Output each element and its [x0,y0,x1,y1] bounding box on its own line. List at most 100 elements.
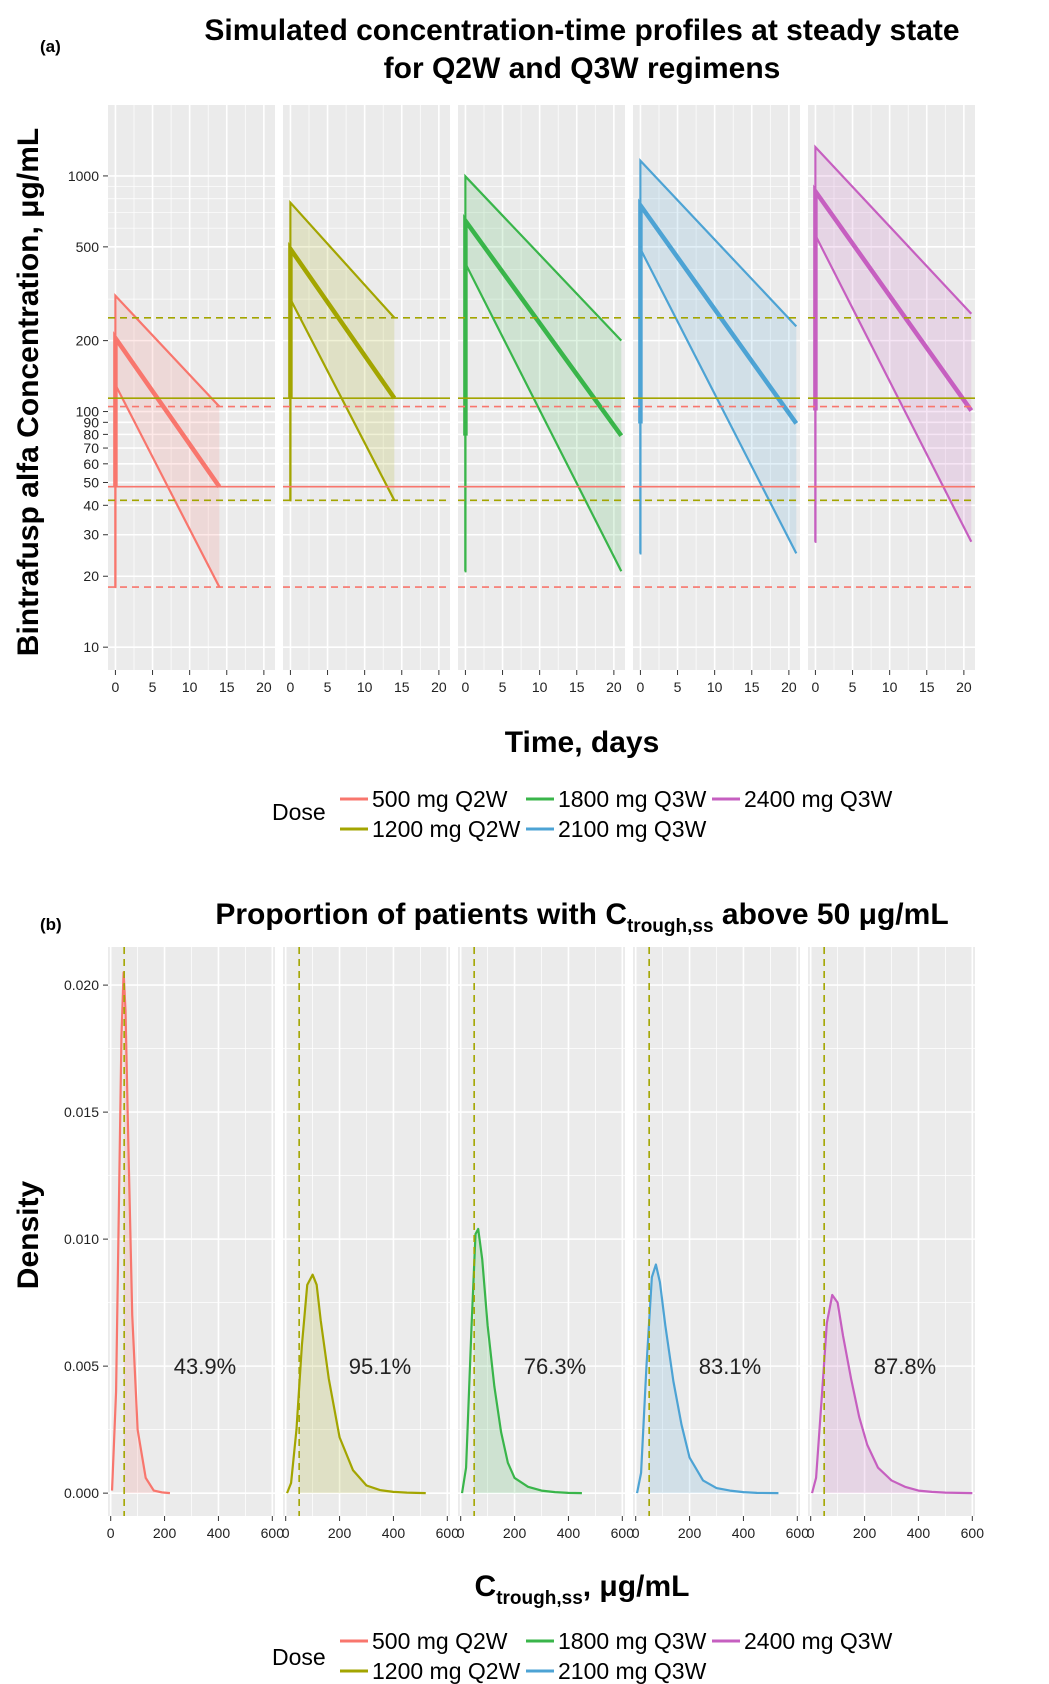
panel-b-legend-label-1800-mg-q3w: 1800 mg Q3W [558,1628,707,1654]
panel-a-x-tick-label: 10 [532,679,548,695]
panel-b-x-tick-label: 400 [907,1525,931,1541]
panel-a-legend-label-500-mg-q2w: 500 mg Q2W [372,786,508,812]
panel-b-y-tick-label: 0.020 [64,977,99,993]
panel-b-legend: Dose 500 mg Q2W 1200 mg Q2W 1800 mg Q3W 210… [272,1628,893,1684]
panel-b-x-tick-label: 600 [611,1525,635,1541]
panel-b-legend-label-2400-mg-q3w: 2400 mg Q3W [744,1628,893,1654]
panel-a-legend-label-2400-mg-q3w: 2400 mg Q3W [744,786,893,812]
panel-b-y-tick-label: 0.010 [64,1231,99,1247]
panel-b-legend-title: Dose [272,1644,326,1670]
panel-b-area-2400-mg-q3w [824,1295,973,1494]
panel-b-x-axis-title: Ctrough,ss, μg/mL [475,1570,690,1609]
panel-a-x-axis-title: Time, days [505,726,660,759]
panel-b-percent-label-2100-mg-q3w: 83.1% [699,1354,761,1379]
panel-b-x-tick-label: 400 [382,1525,406,1541]
panel-a-x-tick-label: 20 [256,679,272,695]
panel-a-median-line-500-mg-q2w [113,330,222,488]
panel-a-x-tick-label: 5 [499,679,507,695]
panel-a-x-tick-label: 5 [324,679,332,695]
panel-a-x-tick-label: 15 [919,679,935,695]
panel-b-x-tick-label: 200 [328,1525,352,1541]
panel-a-ribbon-500-mg-q2w [116,295,220,588]
panel-b-x-tick-label: 0 [282,1525,290,1541]
panel-a-x-tick-label: 10 [182,679,198,695]
panel-a-legend-label-2100-mg-q3w: 2100 mg Q3W [558,816,707,842]
panel-a-x-tick-label: 0 [637,679,645,695]
panel-a-label: (a) [40,37,61,56]
panel-a-x-tick-label: 20 [606,679,622,695]
panel-b-legend-label-1200-mg-q2w: 1200 mg Q2W [372,1658,521,1684]
panel-b-x-tick-label: 200 [153,1525,177,1541]
panel-a-y-tick-label: 40 [83,497,99,513]
panel-a-x-tick-label: 5 [149,679,157,695]
panel-a-x-tick-label: 15 [394,679,410,695]
panel-b-title-suffix: above 50 μg/mL [714,898,949,931]
panel-a-median-line-2100-mg-q3w [638,198,799,425]
panel-b-x-tick-label: 600 [436,1525,460,1541]
panel-b-x-tick-label: 200 [503,1525,527,1541]
panel-a-x-tick-label: 20 [431,679,447,695]
panel-a-y-tick-label: 1000 [68,168,99,184]
panel-b-x-tick-label: 0 [632,1525,640,1541]
panel-b-area-1800-mg-q3w [474,1228,582,1494]
panel-a-ribbon-1200-mg-q2w [291,202,395,501]
panel-b-x-tick-label: 400 [732,1525,756,1541]
panel-b-x-tick-label: 600 [261,1525,285,1541]
panel-a-y-tick-label: 50 [83,474,99,490]
panel-a-median-line-1200-mg-q2w [288,241,397,400]
panel-a-y-tick-label: 100 [76,404,100,420]
panel-a-x-tick-label: 20 [781,679,797,695]
panel-a-x-tick-label: 20 [956,679,972,695]
panel-b-percent-label-1800-mg-q3w: 76.3% [524,1354,586,1379]
panel-b-area-500-mg-q2w [124,983,170,1494]
panel-b-legend-label-500-mg-q2w: 500 mg Q2W [372,1628,508,1654]
panel-b-density-curve-2400-mg-q3w [810,1293,973,1495]
panel-a-x-tick-label: 10 [707,679,723,695]
panel-a-y-tick-label: 200 [76,333,100,349]
panel-a-x-tick-label: 0 [462,679,470,695]
panel-a-x-tick-label: 5 [849,679,857,695]
panel-a-title-line1: Simulated concentration-time profiles at… [204,14,959,47]
panel-a-legend-title: Dose [272,799,326,825]
panel-b-area-1200-mg-q2w [299,1274,426,1494]
panel-a-x-tick-label: 0 [287,679,295,695]
panel-b-x-tick-label: 0 [807,1525,815,1541]
panel-b-y-tick-label: 0.000 [64,1485,99,1501]
panel-b-percent-label-2400-mg-q3w: 87.8% [874,1354,936,1379]
panel-a-y-tick-label: 10 [83,639,99,655]
panel-a-y-tick-label: 500 [76,239,100,255]
panel-a-legend: Dose 500 mg Q2W 1200 mg Q2W 1800 mg Q3W 210… [272,786,893,842]
panel-a-x-tick-label: 15 [569,679,585,695]
panel-b-x-tick-label: 600 [786,1525,810,1541]
panel-a-x-tick-label: 0 [812,679,820,695]
panel-b-x-tick-label: 200 [853,1525,877,1541]
panel-a-x-tick-label: 5 [674,679,682,695]
panel-a-y-tick-label: 80 [83,426,99,442]
panel-b-title: Proportion of patients with Ctrough,ss a… [215,898,948,937]
panel-b-label: (b) [40,915,62,934]
panel-a-x-tick-label: 15 [744,679,760,695]
panel-b-y-axis-title: Density [12,1181,45,1290]
panel-a-x-tick-label: 15 [219,679,235,695]
panel-a-legend-label-1200-mg-q2w: 1200 mg Q2W [372,816,521,842]
panel-b-title-prefix: Proportion of patients with C [215,898,627,931]
panel-a-median-line-2400-mg-q3w [813,184,974,412]
panel-a-y-tick-label: 60 [83,456,99,472]
panel-b-legend-label-2100-mg-q3w: 2100 mg Q3W [558,1658,707,1684]
panel-a-y-tick-label: 70 [83,440,99,456]
panel-b-title-subscript: trough,ss [627,916,714,937]
panel-b-y-tick-label: 0.015 [64,1104,99,1120]
panel-a-y-tick-label: 90 [83,414,99,430]
panel-b-x-tick-label: 400 [207,1525,231,1541]
panel-a-y-axis-title: Bintrafusp alfa Concentration, μg/mL [12,128,45,656]
panel-a-y-tick-label: 20 [83,568,99,584]
panel-b-x-tick-label: 200 [678,1525,702,1541]
panel-b-x-tick-label: 0 [457,1525,465,1541]
panel-b-y-tick-label: 0.005 [64,1358,99,1374]
panel-a-x-tick-label: 10 [882,679,898,695]
panel-b-density-curve-500-mg-q2w [110,971,171,1495]
panel-b-density-curve-1200-mg-q2w [286,1273,426,1495]
panel-b-area-2100-mg-q3w [649,1264,779,1494]
panel-a-title-line2: for Q2W and Q3W regimens [384,52,781,85]
